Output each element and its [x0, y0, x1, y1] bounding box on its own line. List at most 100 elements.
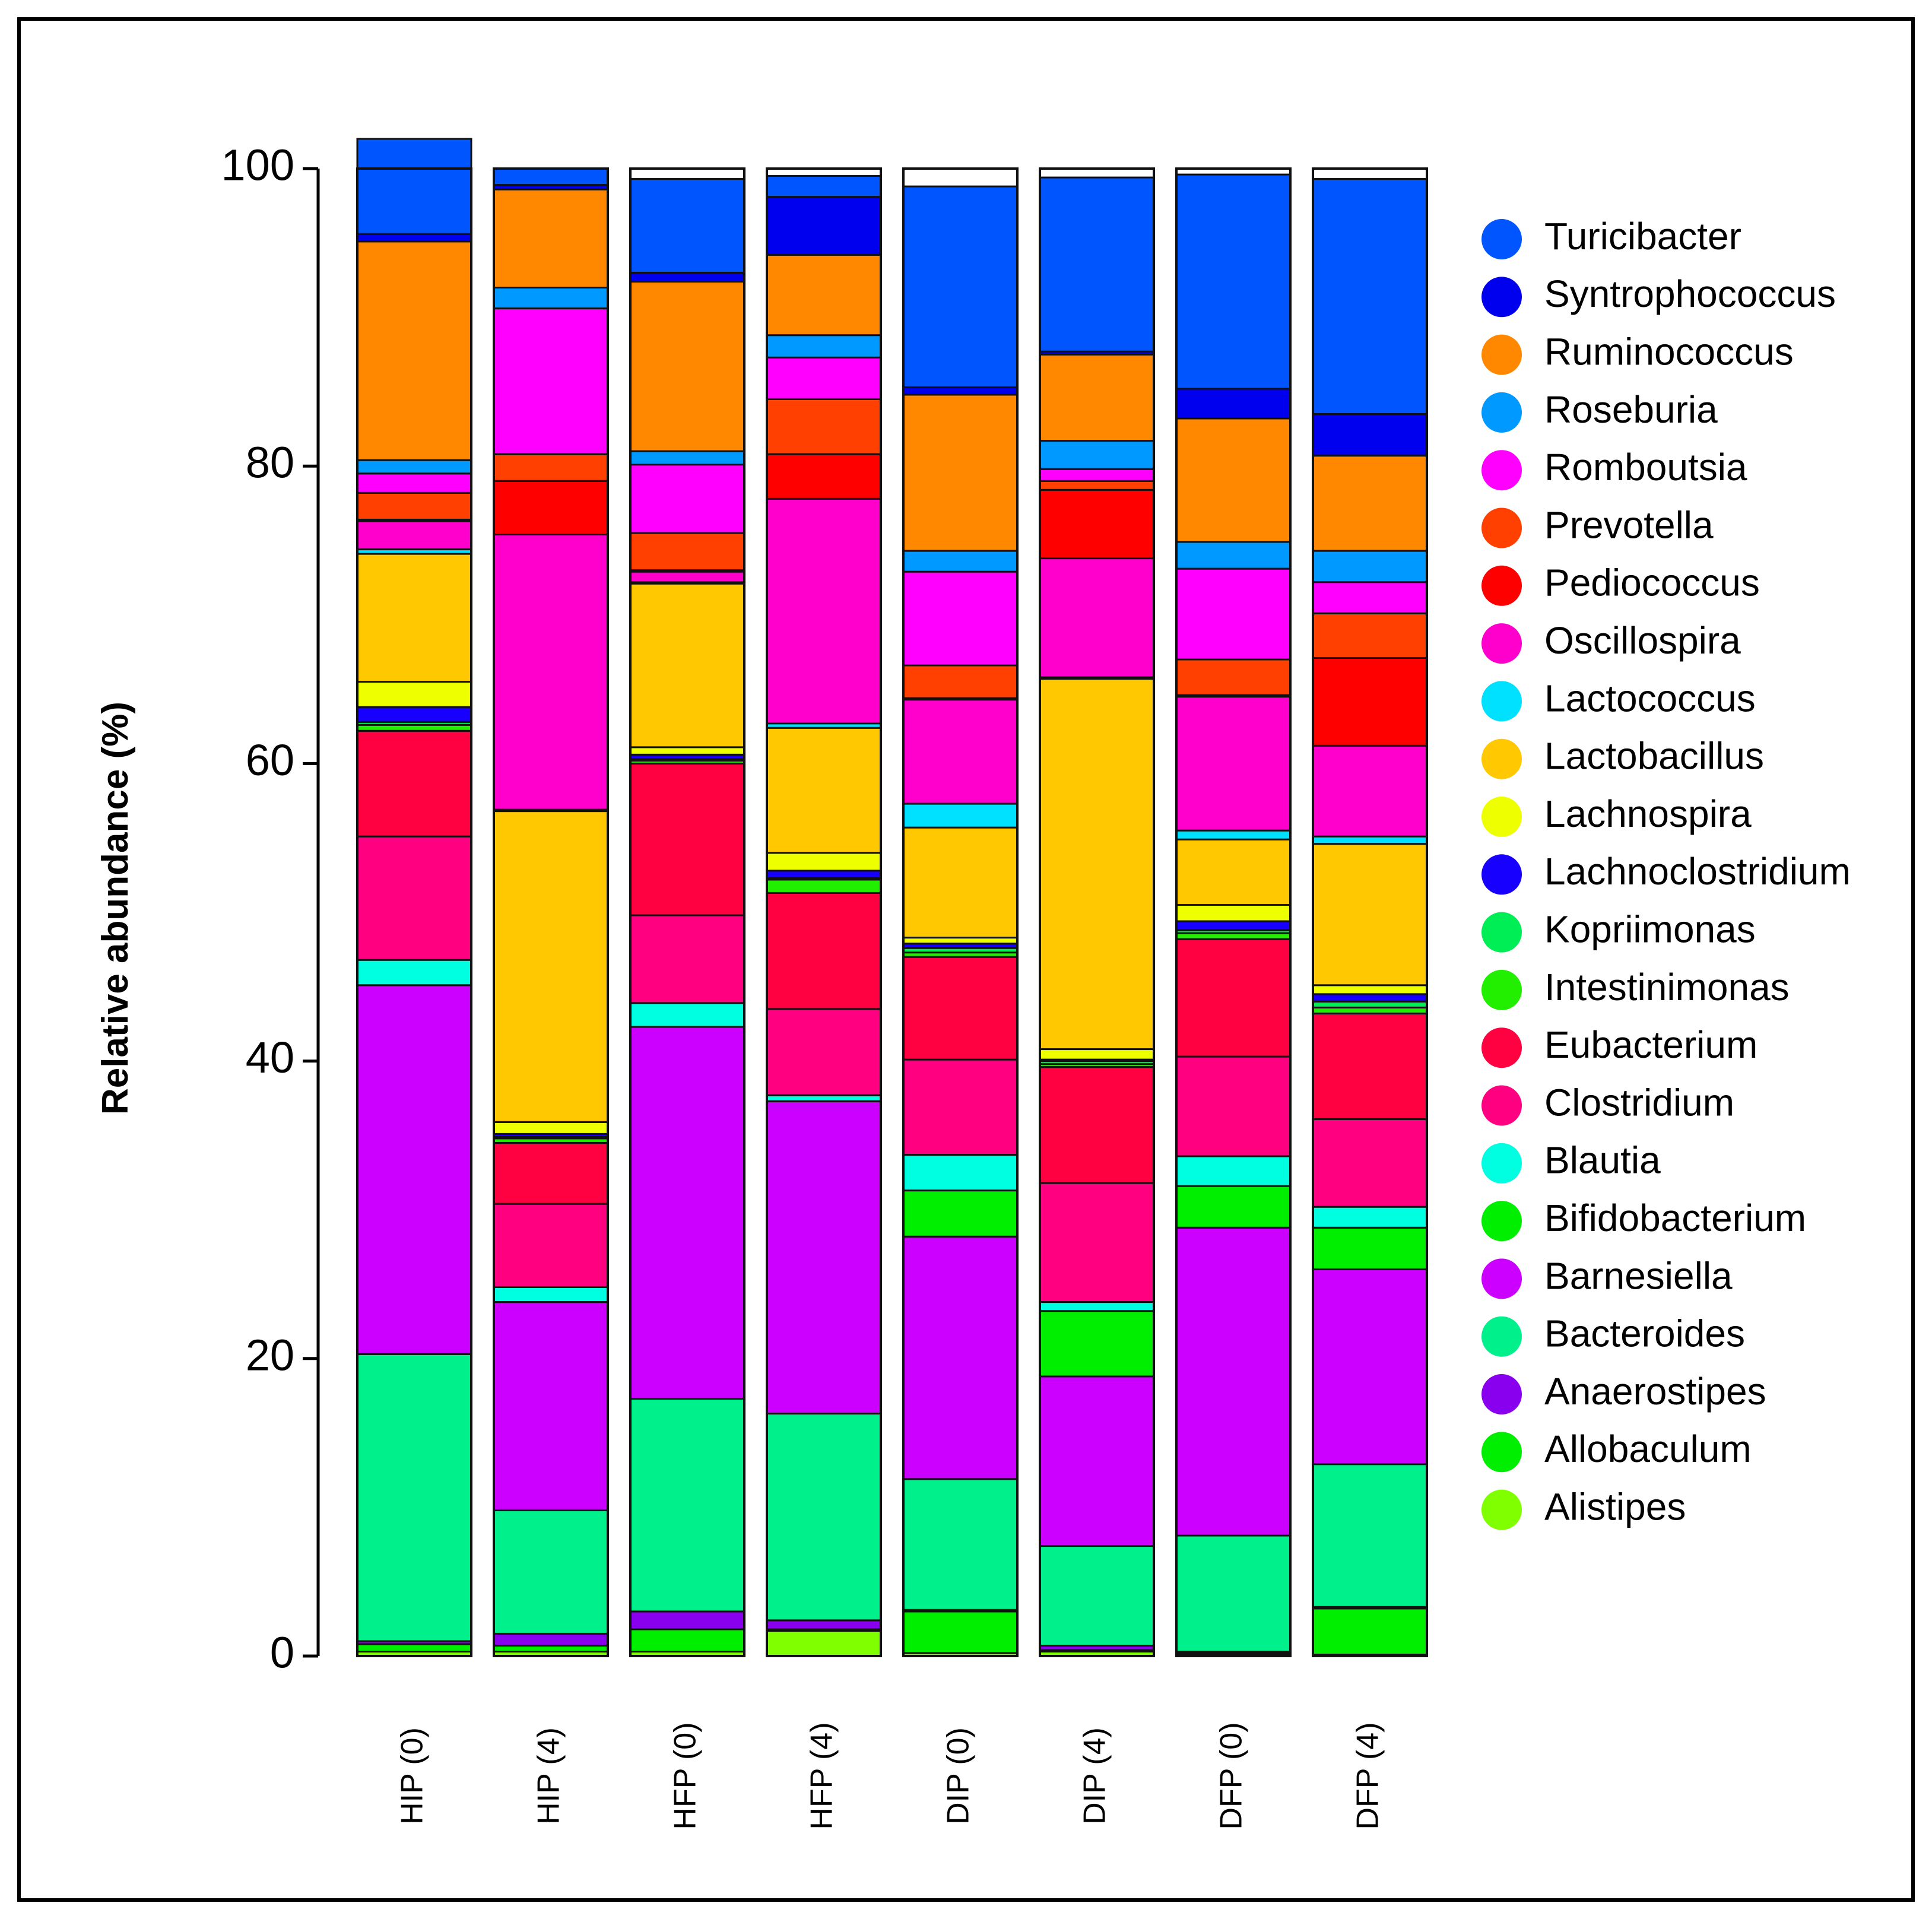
bar-segment-ruminococcus: HFP (4) — Ruminococcus: 5.4%	[766, 253, 882, 337]
bar-segment-blautia: DFP (4) — Blautia: 1.4%	[1312, 1206, 1428, 1229]
bar-segment-oscillospira: DIP (4) — Oscillospira: 8%	[1039, 557, 1155, 678]
y-tick-label-40: 40	[246, 1033, 294, 1082]
legend-item-bifidobacterium: Bifidobacterium	[1481, 1197, 1806, 1242]
bar-segment-roseburia: DFP (4) — Roseburia: 2.1%	[1312, 550, 1428, 583]
bar-segment-prevotella: HFP (4) — Prevotella: 3.7%	[766, 398, 882, 455]
legend-label: Bifidobacterium	[1544, 1197, 1806, 1239]
bar-segment-lactobacillus: DFP (4) — Lactobacillus: 9.5%	[1312, 843, 1428, 987]
bar-segment-intestinimonas: DFP (4) — Intestinimonas: 0.4%	[1312, 1006, 1428, 1014]
bar-segment-eubacterium: HFP (0) — Eubacterium: 10.2%	[629, 762, 745, 916]
bar-segment-bifidobacterium: DFP (0) — Bifidobacterium: 2.8%	[1175, 1185, 1292, 1229]
bar-segment-bacteroides: HIP (4) — Bacteroides: 8.3%	[493, 1509, 609, 1635]
bar-segment-allobaculum: HIP (4) — Allobaculum: 0.4%	[493, 1644, 609, 1652]
legend-swatch	[1481, 507, 1522, 548]
legend-label: Kopriimonas	[1544, 908, 1756, 951]
bar-segment-oscillospira: DFP (4) — Oscillospira: 6.1%	[1312, 744, 1428, 838]
legend-swatch	[1481, 797, 1522, 837]
bar-segment-roseburia: DIP (4) — Roseburia: 1.9%	[1039, 440, 1155, 470]
bar-segment-roseburia: DFP (0) — Roseburia: 1.8%	[1175, 541, 1292, 570]
bar-segment-anaerostipes: HIP (4) — Anaerostipes: 0.8%	[493, 1632, 609, 1647]
bar-segment-lachnospira: HIP (4) — Lachnospira: 0.8%	[493, 1121, 609, 1135]
bar-segment-pediococcus: HFP (4) — Pediococcus: 3%	[766, 453, 882, 500]
bar-segment-romboutsia: HIP (4) — Romboutsia: 9.8%	[493, 307, 609, 455]
bar-segment-clostridium: HFP (4) — Clostridium: 5.8%	[766, 1008, 882, 1096]
bar-segment-intestinimonas: HIP (0) — Intestinimonas: 0.4%	[356, 724, 472, 732]
bar-segment-barnesiella: DIP (0) — Barnesiella: 16.3%	[902, 1235, 1019, 1480]
legend-swatch	[1481, 681, 1522, 722]
legend-item-lachnoclostridium: Lachnoclostridium	[1481, 850, 1851, 895]
bar-segment-roseburia: HFP (0) — Roseburia: 0.9%	[629, 450, 745, 466]
legend-swatch	[1481, 1374, 1522, 1414]
bar-segment-lachnospira: DIP (4) — Lachnospira: 0.7%	[1039, 1048, 1155, 1061]
legend-swatch	[1481, 450, 1522, 491]
bar-segment-romboutsia: DIP (0) — Romboutsia: 6.3%	[902, 570, 1019, 667]
bar-segment-syntrophococcus: HFP (4) — Syntrophococcus: 3.9%	[766, 196, 882, 256]
legend-label: Blautia	[1544, 1139, 1661, 1182]
x-tick-label-hfp-4: HFP (4)	[805, 1722, 839, 1829]
bar-segment-bacteroides: DFP (4) — Bacteroides: 9.6%	[1312, 1463, 1428, 1608]
bar-outline	[493, 167, 609, 1657]
bar-segment-lactobacillus: HFP (4) — Lactobacillus: 8.4%	[766, 727, 882, 854]
y-tick-label-80: 80	[246, 438, 294, 487]
bar-segment-bifidobacterium: DIP (4) — Bifidobacterium: 4.4%	[1039, 1310, 1155, 1378]
bar-segment-blautia: HFP (4) — Blautia: 0.4%	[766, 1094, 882, 1102]
x-tick-label-hip-0: HIP (0)	[395, 1727, 430, 1825]
bar-dip-0: DIP (0) — Alistipes: 0.2%DIP (0) — Allob…	[902, 167, 1019, 1657]
legend-item-oscillospira: Oscillospira	[1481, 619, 1741, 664]
bar-dfp-0: DFP (0) — Alistipes: 0.1%DFP (0) — Allob…	[1175, 167, 1292, 1657]
legend-label: Barnesiella	[1544, 1254, 1733, 1297]
legend-item-prevotella: Prevotella	[1481, 503, 1714, 548]
bar-hfp-4: HFP (4) — Alistipes: 1.7%HFP (4) — Allob…	[766, 167, 882, 1657]
legend-swatch	[1481, 738, 1522, 779]
bar-segment-blautia: HIP (4) — Blautia: 1%	[493, 1286, 609, 1303]
bar-segment-blautia: DFP (0) — Blautia: 2%	[1175, 1155, 1292, 1187]
bar-segment-syntrophococcus: HFP (0) — Syntrophococcus: 0.6%	[629, 271, 745, 283]
legend-label: Pediococcus	[1544, 562, 1760, 604]
legend-item-pediococcus: Pediococcus	[1481, 562, 1760, 606]
bar-outline	[1039, 167, 1155, 1657]
bar-segment-anaerostipes: HFP (4) — Anaerostipes: 0.6%	[766, 1619, 882, 1631]
bar-segment-oscillospira: HIP (4) — Oscillospira: 18.5%	[493, 533, 609, 811]
bar-outline	[629, 167, 745, 1657]
legend-label: Eubacterium	[1544, 1023, 1757, 1066]
bar-segment-romboutsia: DFP (4) — Romboutsia: 2.1%	[1312, 581, 1428, 614]
legend-item-romboutsia: Romboutsia	[1481, 446, 1747, 491]
legend-label: Allobaculum	[1544, 1428, 1752, 1470]
bar-segment-oscillospira: HIP (0) — Oscillospira: 1.9%	[356, 520, 472, 551]
bar-segment-alistipes: HFP (4) — Alistipes: 1.7%	[766, 1629, 882, 1657]
bar-segment-blautia: DIP (4) — Blautia: 0.6%	[1039, 1301, 1155, 1312]
legend-label: Lachnospira	[1544, 792, 1752, 835]
bar-segment-roseburia: HIP (4) — Roseburia: 1.4%	[493, 286, 609, 310]
y-tick-label-60: 60	[246, 735, 294, 785]
bar-segment-ruminococcus: DIP (4) — Ruminococcus: 5.8%	[1039, 353, 1155, 442]
bar-segment-prevotella: DFP (4) — Prevotella: 3%	[1312, 612, 1428, 659]
legend-swatch	[1481, 1258, 1522, 1299]
x-tick-label-dfp-0: DFP (0)	[1214, 1722, 1249, 1829]
bar-segment-turicibacter: HIP (0) — Turicibacter: 6.4%	[356, 138, 472, 235]
bar-outline	[1175, 167, 1292, 1657]
bar-segment-romboutsia: HFP (4) — Romboutsia: 2.8%	[766, 356, 882, 400]
bar-segment-bacteroides: DIP (0) — Bacteroides: 8.8%	[902, 1478, 1019, 1611]
bar-segment-bacteroides: HIP (0) — Bacteroides: 19.3%	[356, 1353, 472, 1642]
legend-label: Syntrophococcus	[1544, 272, 1836, 315]
legend-swatch	[1481, 1143, 1522, 1184]
bar-segment-lactobacillus: DIP (0) — Lactobacillus: 7.4%	[902, 826, 1019, 939]
bar-segment-lachnospira: DIP (0) — Lachnospira: 0.4%	[902, 937, 1019, 945]
bar-segment-anaerostipes: HFP (0) — Anaerostipes: 1.2%	[629, 1610, 745, 1631]
bar-segment-lachnospira: HFP (0) — Lachnospira: 0.5%	[629, 746, 745, 756]
bar-segment-ruminococcus: HIP (4) — Ruminococcus: 6.6%	[493, 188, 609, 288]
bar-segment-allobaculum: DIP (0) — Allobaculum: 2.8%	[902, 1610, 1019, 1654]
bar-segment-blautia: HIP (0) — Blautia: 1.7%	[356, 959, 472, 987]
legend-label: Lactococcus	[1544, 677, 1756, 719]
bar-outline	[1312, 167, 1428, 1657]
legend-item-bacteroides: Bacteroides	[1481, 1312, 1745, 1357]
legend-label: Clostridium	[1544, 1081, 1734, 1124]
bar-segment-prevotella: DIP (4) — Prevotella: 0.6%	[1039, 480, 1155, 491]
bar-segment-lachnoclostridium: DFP (0) — Lachnoclostridium: 0.6%	[1175, 920, 1292, 931]
bar-segment-lactobacillus: HFP (0) — Lactobacillus: 11%	[629, 582, 745, 748]
legend-swatch	[1481, 565, 1522, 606]
legend-label: Anaerostipes	[1544, 1370, 1766, 1413]
bar-segment-barnesiella: DFP (0) — Barnesiella: 20.7%	[1175, 1226, 1292, 1537]
legend-item-intestinimonas: Intestinimonas	[1481, 966, 1790, 1010]
legend-label: Lactobacillus	[1544, 735, 1764, 778]
